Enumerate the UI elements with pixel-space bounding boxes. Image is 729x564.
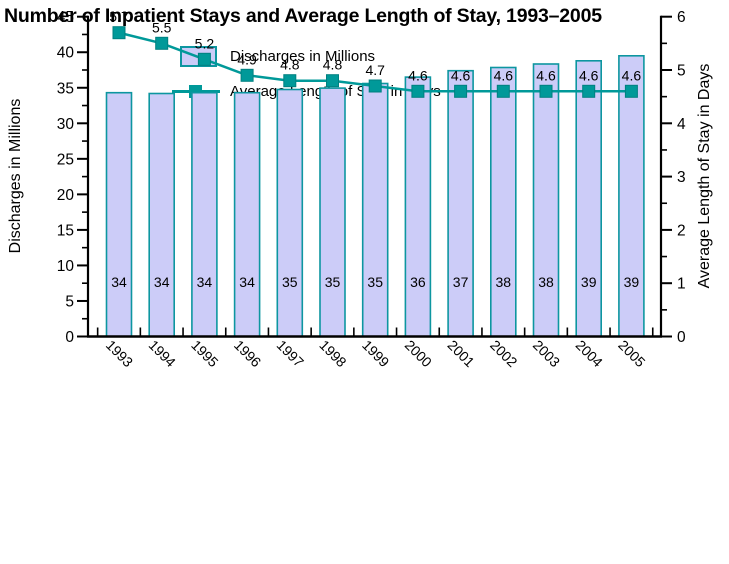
bar-2002 [489, 66, 517, 338]
x-tick-label-2001: 2001 [444, 337, 477, 370]
right-tick-label-1: 1 [677, 276, 686, 293]
alos-label-1998: 4.8 [323, 57, 343, 73]
alos-marker-2005 [624, 84, 638, 98]
alos-label-2004: 4.6 [579, 67, 599, 83]
bar-label-2002: 38 [496, 274, 512, 290]
left-tick-label-15: 15 [57, 222, 74, 239]
bar-label-1993: 34 [111, 274, 127, 290]
left-tick-label-20: 20 [57, 187, 75, 204]
bar-label-1995: 34 [197, 274, 213, 290]
left-tick-label-35: 35 [57, 80, 74, 97]
bar-label-1997: 35 [282, 274, 298, 290]
bar-2004 [575, 60, 603, 338]
bar-2005 [618, 55, 645, 338]
bar-label-2001: 37 [453, 274, 469, 290]
bar-label-1996: 34 [239, 274, 255, 290]
x-tick-label-1995: 1995 [188, 337, 221, 370]
alos-label-2002: 4.6 [494, 67, 514, 83]
alos-marker-2001 [454, 84, 468, 98]
left-tick-label-0: 0 [65, 329, 74, 346]
alos-label-1993: 5.7 [109, 9, 129, 25]
bar-label-1998: 35 [325, 274, 341, 290]
bar-label-2003: 38 [538, 274, 554, 290]
bar-1998 [319, 87, 346, 338]
right-tick-label-3: 3 [677, 169, 686, 186]
left-tick-label-40: 40 [57, 45, 75, 62]
left-tick-label-25: 25 [57, 151, 74, 168]
chart-title: Number of Inpatient Stays and Average Le… [4, 5, 602, 27]
bar-label-2005: 39 [624, 274, 640, 290]
x-tick-label-2000: 2000 [402, 337, 435, 370]
alos-marker-1995 [197, 52, 211, 66]
right-axis-title: Average Length of Stay in Days [696, 64, 713, 289]
x-tick-label-1997: 1997 [274, 337, 307, 370]
alos-marker-1993 [112, 26, 126, 40]
x-tick-label-1998: 1998 [316, 337, 349, 370]
bar-2000 [404, 76, 432, 338]
bar-2001 [447, 69, 474, 338]
right-tick-label-4: 4 [677, 116, 686, 133]
alos-marker-1998 [326, 74, 339, 88]
bar-1997 [276, 88, 304, 338]
legend-label-discharges: Discharges in Millions [230, 48, 376, 65]
x-tick-label-2002: 2002 [487, 337, 520, 370]
left-tick-label-5: 5 [65, 293, 74, 310]
alos-label-1999: 4.7 [365, 62, 385, 78]
bar-1994 [148, 92, 175, 338]
x-tick-label-1999: 1999 [359, 337, 392, 370]
bar-1999 [361, 82, 389, 338]
x-tick-label-2005: 2005 [615, 337, 648, 370]
bar-1995 [191, 91, 218, 338]
bar-label-1994: 34 [154, 274, 170, 290]
alos-label-2005: 4.6 [622, 67, 642, 83]
left-axis-title: Discharges in Millions [7, 99, 24, 254]
right-tick-label-5: 5 [677, 63, 686, 80]
left-tick-label-10: 10 [57, 258, 75, 275]
alos-label-1997: 4.8 [280, 57, 300, 73]
alos-label-1995: 5.2 [195, 35, 215, 51]
alos-label-1994: 5.5 [152, 19, 172, 35]
left-tick-label-45: 45 [57, 9, 74, 26]
bar-label-1999: 35 [367, 274, 383, 290]
alos-marker-2004 [582, 84, 596, 98]
source-note: Source: AHRQ, Center for Delivery, Organ… [7, 527, 627, 564]
x-tick-label-1996: 1996 [231, 337, 264, 370]
bar-1993 [105, 91, 133, 338]
bar-1996 [233, 91, 261, 338]
alos-marker-2000 [411, 84, 425, 98]
right-tick-label-0: 0 [677, 329, 686, 346]
alos-label-2000: 4.6 [408, 67, 428, 83]
alos-marker-2003 [539, 84, 553, 98]
x-tick-label-1993: 1993 [103, 337, 136, 370]
x-tick-label-2003: 2003 [530, 337, 563, 370]
bar-label-2000: 36 [410, 274, 426, 290]
alos-label-1996: 4.9 [237, 51, 257, 67]
alos-marker-1996 [240, 68, 254, 82]
alos-marker-2002 [496, 84, 510, 98]
bar-label-2004: 39 [581, 274, 597, 290]
alos-marker-1999 [368, 79, 382, 93]
left-tick-label-30: 30 [57, 116, 75, 133]
alos-label-2001: 4.6 [451, 67, 471, 83]
alos-label-2003: 4.6 [536, 67, 556, 83]
x-tick-label-1994: 1994 [146, 337, 179, 370]
alos-marker-1997 [283, 74, 297, 88]
right-tick-label-6: 6 [677, 9, 686, 26]
bar-2003 [532, 63, 560, 338]
x-tick-label-2004: 2004 [573, 337, 606, 370]
right-tick-label-2: 2 [677, 222, 686, 239]
source-line-1: Source: AHRQ, Center for Delivery, Organ… [7, 561, 627, 564]
alos-marker-1994 [155, 36, 169, 50]
